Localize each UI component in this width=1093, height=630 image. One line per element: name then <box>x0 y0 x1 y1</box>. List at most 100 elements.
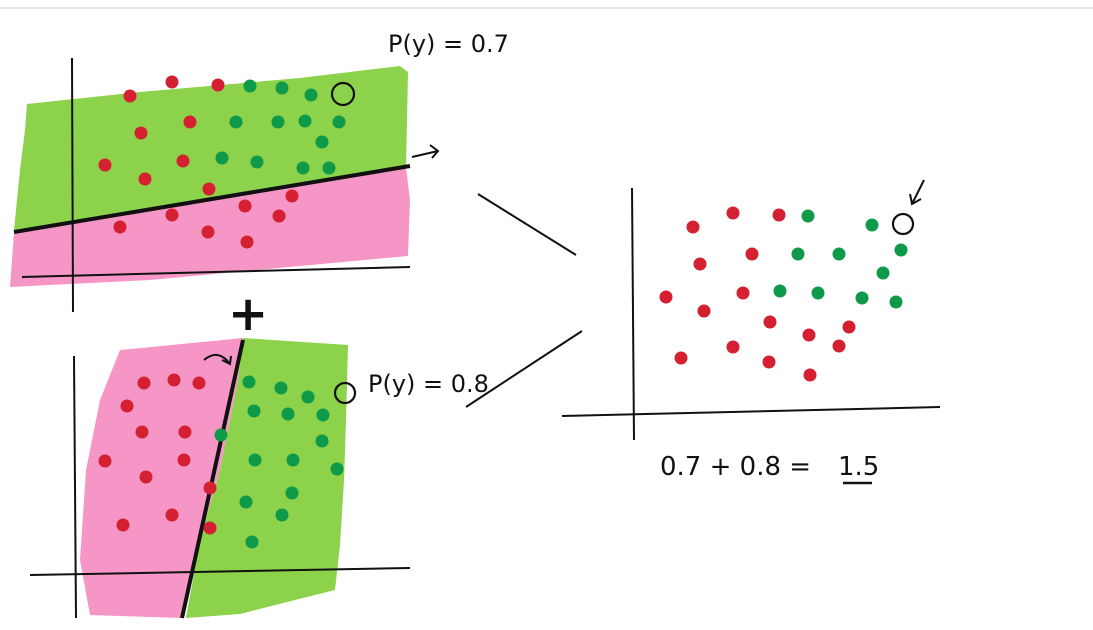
top-green-point-9 <box>250 155 264 169</box>
combined-red-point-9 <box>763 315 777 329</box>
sum-equation-lhs: 0.7 + 0.8 = <box>660 452 811 482</box>
top-y-axis <box>71 57 74 313</box>
combined-down-arrow <box>909 179 925 206</box>
bottom-y-axis <box>73 355 77 619</box>
bottom-red-point-9 <box>177 453 191 467</box>
top-red-point-15 <box>240 235 254 249</box>
top-green-point-11 <box>315 135 329 149</box>
top-green-region <box>14 66 408 230</box>
bottom-green-point-15 <box>245 535 259 549</box>
combined-green-point-4 <box>832 247 846 261</box>
combined-green-point-6 <box>773 284 787 298</box>
top-x-axis <box>21 266 411 278</box>
bottom-red-point-4 <box>120 399 134 413</box>
bottom-green-point-9 <box>286 453 300 467</box>
combined-green-point-9 <box>876 266 890 280</box>
combined-red-point-15 <box>803 368 817 382</box>
top-green-point-12 <box>322 161 336 175</box>
combined-panel: 0.7 + 0.8 = 1.5 <box>561 179 941 485</box>
combined-red-point-5 <box>745 247 759 261</box>
combined-red-point-2 <box>726 206 740 220</box>
combined-x-axis <box>561 406 941 417</box>
combined-green-point-3 <box>791 247 805 261</box>
bottom-red-point-3 <box>192 376 206 390</box>
bottom-red-point-10 <box>203 481 217 495</box>
top-green-point-3 <box>304 88 318 102</box>
bottom-green-point-5 <box>281 407 295 421</box>
combined-red-point-16 <box>832 339 846 353</box>
bottom-green-point-2 <box>274 381 288 395</box>
bottom-green-point-1 <box>242 375 256 389</box>
top-red-point-14 <box>272 209 286 223</box>
bottom-green-point-8 <box>248 453 262 467</box>
bottom-green-point-3 <box>301 390 315 404</box>
bottom-points <box>98 373 344 549</box>
combined-red-point-3 <box>772 208 786 222</box>
bottom-green-point-7 <box>214 428 228 442</box>
bottom-green-point-12 <box>239 495 253 509</box>
combined-red-point-14 <box>842 320 856 334</box>
sum-equation-result: 1.5 <box>838 452 879 482</box>
combined-red-point-11 <box>726 340 740 354</box>
top-green-point-6 <box>298 114 312 128</box>
top-red-point-2 <box>165 75 179 89</box>
combined-green-point-10 <box>889 295 903 309</box>
top-red-point-9 <box>202 182 216 196</box>
bottom-red-point-12 <box>165 508 179 522</box>
combined-red-point-13 <box>802 328 816 342</box>
bottom-red-point-8 <box>139 470 153 484</box>
bottom-red-point-6 <box>178 425 192 439</box>
top-red-point-1 <box>123 89 137 103</box>
top-red-point-16 <box>285 189 299 203</box>
bottom-green-point-4 <box>247 404 261 418</box>
bottom-red-point-1 <box>137 376 151 390</box>
top-red-point-11 <box>165 208 179 222</box>
combined-red-point-1 <box>686 220 700 234</box>
top-panel-label: P(y) = 0.7 <box>388 30 509 58</box>
combined-green-point-2 <box>865 218 879 232</box>
bottom-green-point-14 <box>275 508 289 522</box>
bottom-panel: P(y) = 0.8 <box>29 338 489 619</box>
top-green-point-5 <box>271 115 285 129</box>
combined-red-point-8 <box>736 286 750 300</box>
top-red-point-5 <box>183 115 197 129</box>
combined-red-point-6 <box>659 290 673 304</box>
top-red-point-13 <box>238 199 252 213</box>
bottom-pink-region <box>80 338 243 618</box>
bottom-red-point-11 <box>116 518 130 532</box>
plus-operator: + <box>228 286 268 342</box>
bottom-x-axis <box>29 567 411 576</box>
bottom-green-point-13 <box>285 486 299 500</box>
top-red-point-6 <box>98 158 112 172</box>
combined-green-point-7 <box>811 286 825 300</box>
bottom-green-region <box>186 338 348 618</box>
converge-line-top <box>477 193 577 256</box>
combined-green-point-5 <box>894 243 908 257</box>
bottom-green-point-6 <box>316 408 330 422</box>
top-points <box>98 75 346 249</box>
top-highlight-circle <box>330 81 356 107</box>
top-green-point-1 <box>243 79 257 93</box>
combined-green-point-1 <box>801 209 815 223</box>
top-red-point-4 <box>134 126 148 140</box>
top-panel: P(y) = 0.7 <box>10 30 509 313</box>
bottom-curved-arrow <box>203 353 232 366</box>
top-decision-boundary <box>13 164 411 234</box>
combined-red-point-7 <box>697 304 711 318</box>
top-red-point-12 <box>201 225 215 239</box>
bottom-red-point-13 <box>203 521 217 535</box>
bottom-red-point-5 <box>135 425 149 439</box>
top-green-point-4 <box>229 115 243 129</box>
top-right-arrow <box>411 144 440 159</box>
top-green-point-10 <box>296 161 310 175</box>
top-green-point-2 <box>275 81 289 95</box>
bottom-green-point-11 <box>330 462 344 476</box>
top-green-point-8 <box>215 151 229 165</box>
top-red-point-3 <box>211 78 225 92</box>
bottom-decision-boundary <box>180 339 245 619</box>
top-green-point-7 <box>332 115 346 129</box>
combined-red-point-4 <box>693 257 707 271</box>
bottom-green-point-10 <box>315 434 329 448</box>
combined-green-point-8 <box>855 291 869 305</box>
